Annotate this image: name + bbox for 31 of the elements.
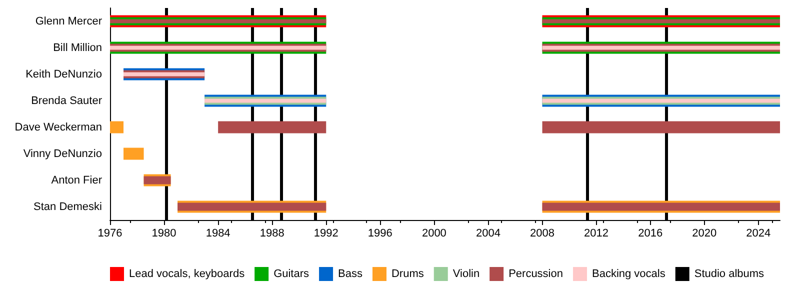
bar xyxy=(124,148,144,160)
x-tick-label: 1992 xyxy=(314,228,338,240)
legend-label: Percussion xyxy=(508,268,563,280)
y-tick-label: Anton Fier xyxy=(51,174,102,186)
legend-label: Violin xyxy=(452,268,480,280)
x-tick-label: 1976 xyxy=(98,228,122,240)
legend-label: Lead vocals, keyboards xyxy=(129,268,246,280)
y-tick-label: Brenda Sauter xyxy=(31,94,102,107)
x-tick-label: 2020 xyxy=(692,228,717,240)
y-tick-label: Bill Million xyxy=(53,42,102,54)
x-tick-label: 1984 xyxy=(206,228,230,240)
x-tick-label: 2000 xyxy=(422,228,446,240)
x-tick-label: 1988 xyxy=(260,228,284,240)
legend-label: Bass xyxy=(338,268,363,280)
x-tick-label: 1996 xyxy=(368,228,392,240)
y-tick-label: Vinny DeNunzio xyxy=(23,148,102,160)
bar xyxy=(110,121,124,134)
x-tick-label: 2012 xyxy=(584,228,609,240)
legend-label: Guitars xyxy=(274,268,310,280)
legend-label: Studio albums xyxy=(694,268,765,280)
x-tick-label: 2016 xyxy=(638,228,663,240)
legend-label: Drums xyxy=(391,268,424,280)
x-tick-label: 2024 xyxy=(746,228,771,240)
y-tick-label: Stan Demeski xyxy=(34,200,102,213)
y-tick-label: Keith DeNunzio xyxy=(26,68,102,80)
y-tick-label: Dave Weckerman xyxy=(14,121,102,134)
y-tick-label: Glenn Mercer xyxy=(35,15,102,28)
x-tick-label: 2008 xyxy=(530,228,554,240)
legend-label: Backing vocals xyxy=(592,268,666,280)
x-tick-label: 1980 xyxy=(152,228,176,240)
x-tick-label: 2004 xyxy=(476,228,500,240)
